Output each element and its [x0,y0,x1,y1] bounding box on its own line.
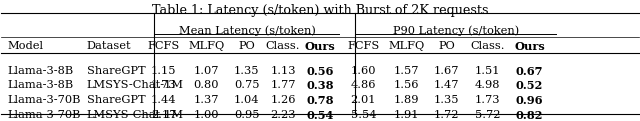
Text: MLFQ: MLFQ [388,41,425,51]
Text: 1.56: 1.56 [394,80,420,90]
Text: 1.91: 1.91 [394,110,420,120]
Text: ShareGPT: ShareGPT [87,66,145,76]
Text: 1.67: 1.67 [434,66,459,76]
Text: PO: PO [438,41,455,51]
Text: 0.54: 0.54 [307,110,333,121]
Text: 1.47: 1.47 [434,80,459,90]
Text: P90 Latency (s/token): P90 Latency (s/token) [393,26,520,36]
Text: 0.52: 0.52 [516,80,543,91]
Text: 4.98: 4.98 [475,80,500,90]
Text: 0.75: 0.75 [234,80,259,90]
Text: 1.73: 1.73 [151,80,176,90]
Text: 2.17: 2.17 [151,110,176,120]
Text: 1.26: 1.26 [270,95,296,105]
Text: Ours: Ours [514,41,545,52]
Text: 1.07: 1.07 [193,66,219,76]
Text: 2.23: 2.23 [270,110,296,120]
Text: Model: Model [7,41,43,51]
Text: LMSYS-Chat-1M: LMSYS-Chat-1M [87,110,184,120]
Text: 1.89: 1.89 [394,95,420,105]
Text: Mean Latency (s/token): Mean Latency (s/token) [179,26,316,36]
Text: 5.54: 5.54 [351,110,376,120]
Text: PO: PO [238,41,255,51]
Text: 1.72: 1.72 [434,110,459,120]
Text: Class.: Class. [470,41,504,51]
Text: 4.86: 4.86 [351,80,376,90]
Text: 0.96: 0.96 [516,95,543,106]
Text: FCFS: FCFS [348,41,380,51]
Text: 1.15: 1.15 [151,66,176,76]
Text: 1.51: 1.51 [475,66,500,76]
Text: Llama-3-8B: Llama-3-8B [7,80,74,90]
Text: 0.56: 0.56 [307,66,333,77]
Text: Class.: Class. [266,41,300,51]
Text: 1.77: 1.77 [270,80,296,90]
Text: 5.72: 5.72 [475,110,500,120]
Text: Ours: Ours [305,41,335,52]
Text: 1.57: 1.57 [394,66,420,76]
Text: 1.13: 1.13 [270,66,296,76]
Text: Table 1: Latency (s/token) with Burst of 2K requests: Table 1: Latency (s/token) with Burst of… [152,4,488,17]
Text: 1.73: 1.73 [475,95,500,105]
Text: 1.00: 1.00 [193,110,219,120]
Text: MLFQ: MLFQ [188,41,225,51]
Text: 2.01: 2.01 [351,95,376,105]
Text: 1.60: 1.60 [351,66,376,76]
Text: 1.35: 1.35 [434,95,459,105]
Text: 0.82: 0.82 [516,110,543,121]
Text: 0.38: 0.38 [307,80,333,91]
Text: ShareGPT: ShareGPT [87,95,145,105]
Text: 0.67: 0.67 [516,66,543,77]
Text: 1.04: 1.04 [234,95,259,105]
Text: 1.44: 1.44 [151,95,176,105]
Text: 0.78: 0.78 [307,95,333,106]
Text: 1.37: 1.37 [193,95,219,105]
Text: 1.35: 1.35 [234,66,259,76]
Text: Dataset: Dataset [87,41,132,51]
Text: 0.95: 0.95 [234,110,259,120]
Text: Llama-3-70B: Llama-3-70B [7,110,81,120]
Text: LMSYS-Chat-1M: LMSYS-Chat-1M [87,80,184,90]
Text: Llama-3-70B: Llama-3-70B [7,95,81,105]
Text: FCFS: FCFS [147,41,180,51]
Text: Llama-3-8B: Llama-3-8B [7,66,74,76]
Text: 0.80: 0.80 [193,80,219,90]
